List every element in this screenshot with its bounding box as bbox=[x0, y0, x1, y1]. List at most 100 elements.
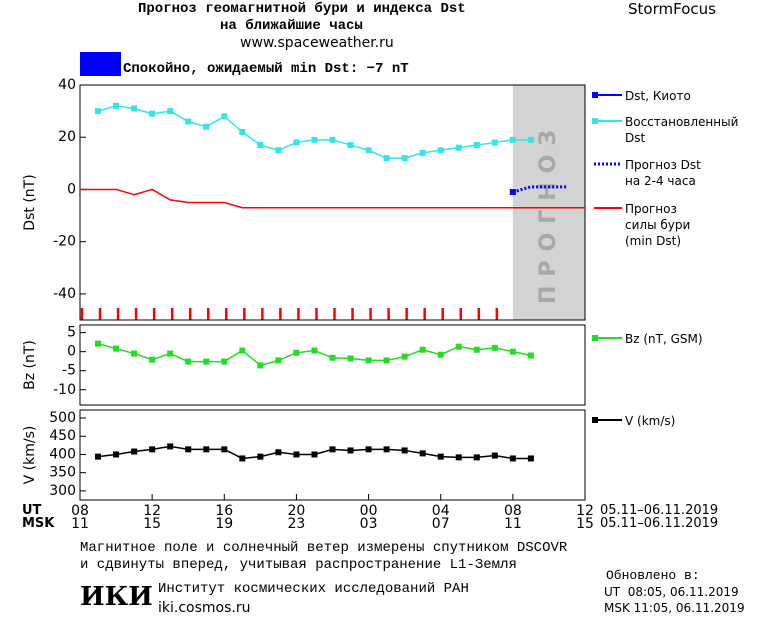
legend-marker bbox=[592, 335, 598, 341]
y-tick-label: 0 bbox=[67, 344, 76, 360]
data-point bbox=[113, 345, 120, 352]
x-tick-label: 08 bbox=[504, 503, 522, 519]
legend-label: Восстановленный Dst bbox=[625, 115, 739, 145]
series-line bbox=[512, 185, 567, 194]
y-tick-label: -10 bbox=[53, 382, 76, 398]
status: Спокойно, ожидаемый min Dst: −7 nT bbox=[123, 61, 409, 77]
title: Прогноз геомагнитной бури и индекса Dst bbox=[138, 1, 466, 17]
data-point bbox=[113, 102, 120, 109]
url: www.spaceweather.ru bbox=[240, 35, 394, 51]
y-axis-label: Bz (nT) bbox=[22, 340, 38, 390]
y-tick-label: 40 bbox=[58, 77, 76, 93]
data-point bbox=[311, 451, 318, 458]
plot-frame bbox=[79, 409, 586, 501]
x-tick-label: 12 bbox=[143, 503, 161, 519]
series-line bbox=[97, 105, 531, 159]
data-point bbox=[275, 147, 282, 154]
y-tick-label: 5 bbox=[67, 325, 76, 341]
data-point bbox=[167, 108, 174, 115]
data-point bbox=[149, 446, 156, 453]
data-point bbox=[95, 108, 102, 115]
title: на ближайшие часы bbox=[220, 18, 363, 34]
y-tick-label: -40 bbox=[53, 286, 76, 302]
updated-label: Обновлено в: bbox=[606, 568, 700, 583]
status-swatch bbox=[80, 52, 121, 76]
data-point bbox=[473, 346, 480, 353]
data-point bbox=[239, 129, 246, 135]
y-tick-label: 450 bbox=[49, 428, 76, 444]
data-point bbox=[257, 453, 264, 460]
ut-label: UT bbox=[22, 503, 42, 518]
data-point bbox=[95, 340, 102, 347]
updated-ut: UT 08:05, 06.11.2019 bbox=[604, 585, 739, 599]
data-point bbox=[203, 446, 210, 453]
site: iki.cosmos.ru bbox=[158, 600, 251, 616]
data-point bbox=[221, 358, 228, 365]
y-tick-label: 500 bbox=[49, 410, 76, 426]
data-point bbox=[167, 443, 174, 450]
data-point bbox=[131, 350, 138, 357]
data-point bbox=[365, 357, 372, 364]
legend-marker bbox=[592, 118, 598, 124]
data-point bbox=[509, 136, 516, 143]
data-point bbox=[419, 346, 426, 353]
data-point bbox=[185, 446, 192, 453]
y-axis-label: V (km/s) bbox=[22, 426, 38, 485]
data-point bbox=[185, 118, 192, 125]
data-point bbox=[95, 453, 102, 460]
data-point bbox=[131, 105, 138, 112]
series-line bbox=[97, 342, 532, 367]
x-tick-label-msk: 07 bbox=[432, 516, 450, 532]
data-point bbox=[347, 142, 354, 149]
data-point bbox=[149, 110, 156, 117]
y-tick-label: -5 bbox=[62, 363, 76, 379]
data-point bbox=[455, 144, 462, 151]
data-point bbox=[257, 362, 264, 369]
data-point bbox=[527, 455, 534, 462]
data-point bbox=[401, 353, 408, 360]
x-tick-label: 08 bbox=[71, 503, 89, 519]
x-tick-label: 20 bbox=[288, 503, 306, 519]
date-range: 05.11–06.11.2019 bbox=[600, 503, 719, 518]
data-point bbox=[383, 155, 390, 162]
data-point bbox=[239, 347, 246, 354]
data-point bbox=[401, 447, 408, 454]
data-point bbox=[437, 351, 444, 358]
data-point bbox=[347, 447, 354, 454]
data-point bbox=[383, 357, 390, 364]
legend-label: Прогноз силы бури (min Dst) bbox=[625, 202, 691, 248]
data-point bbox=[509, 455, 516, 462]
data-point bbox=[437, 453, 444, 460]
forecast-label: ПРОГНОЗ bbox=[536, 121, 561, 304]
updated-msk: MSK 11:05, 06.11.2019 bbox=[604, 601, 745, 615]
series-line bbox=[80, 188, 585, 209]
data-point bbox=[347, 355, 354, 362]
data-point bbox=[491, 344, 498, 351]
institute: Институт космических исследований РАН bbox=[158, 581, 469, 597]
data-point bbox=[293, 139, 300, 146]
x-tick-label-msk: 23 bbox=[288, 516, 306, 532]
legend-label: Dst, Киото bbox=[625, 89, 691, 103]
x-tick-label-msk: 11 bbox=[504, 516, 522, 532]
data-point bbox=[329, 354, 336, 361]
x-tick-label-msk: 19 bbox=[215, 516, 233, 532]
forecast-band bbox=[512, 85, 585, 320]
legend-label: Bz (nT, GSM) bbox=[625, 332, 703, 346]
data-point bbox=[419, 149, 426, 156]
data-point bbox=[473, 142, 480, 149]
data-point bbox=[293, 451, 300, 458]
data-point bbox=[365, 147, 372, 154]
x-tick-label-msk: 15 bbox=[576, 516, 594, 532]
legend-marker bbox=[592, 92, 598, 98]
note: и сдвинуты вперед, учитывая распростране… bbox=[80, 557, 517, 573]
y-tick-label: 400 bbox=[49, 446, 76, 462]
y-tick-label: 300 bbox=[49, 483, 76, 499]
data-point bbox=[113, 451, 120, 458]
msk-label: MSK bbox=[22, 516, 55, 531]
data-point bbox=[383, 446, 390, 453]
data-point bbox=[221, 113, 228, 120]
data-point bbox=[167, 350, 174, 357]
plot-frame bbox=[79, 324, 586, 406]
